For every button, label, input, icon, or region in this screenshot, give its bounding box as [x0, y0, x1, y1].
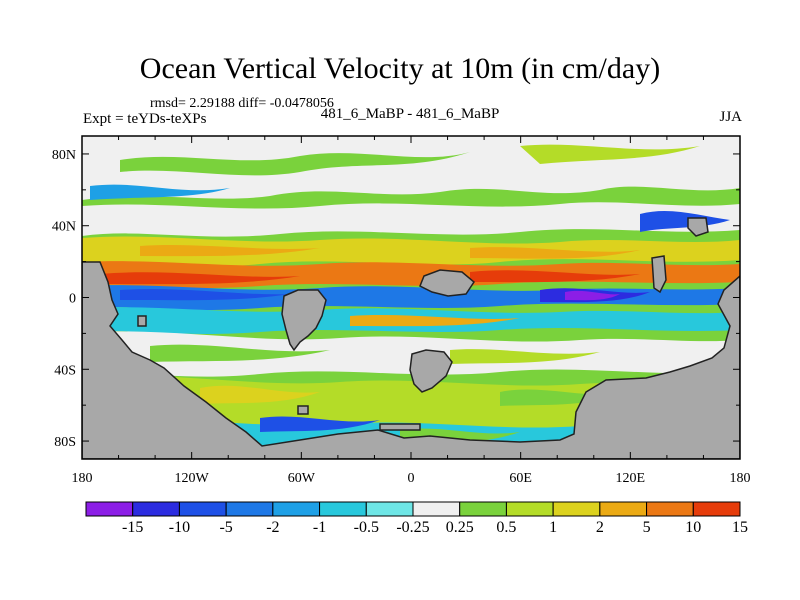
colorbar — [85, 501, 741, 517]
colorbar-swatch — [319, 501, 367, 517]
colorbar-label: -5 — [219, 519, 232, 536]
colorbar-swatch — [272, 501, 321, 517]
x-tick-label: 180 — [72, 471, 93, 486]
x-tick-label: 180 — [730, 471, 751, 486]
colorbar-label: -10 — [169, 519, 190, 536]
colorbar-label: -0.5 — [354, 519, 379, 536]
y-tick-label: 0 — [69, 292, 76, 307]
colorbar-label: -1 — [313, 519, 326, 536]
colorbar-label: 0.25 — [446, 519, 474, 536]
colorbar-swatch — [85, 501, 134, 517]
y-tick-label: 80N — [52, 148, 76, 163]
colorbar-swatch — [646, 501, 694, 517]
x-tick-label: 60E — [509, 471, 532, 486]
season-label: JJA — [719, 109, 742, 125]
colorbar-label: -15 — [122, 519, 143, 536]
center-label: 481_6_MaBP - 481_6_MaBP — [320, 106, 500, 122]
colorbar-swatch — [599, 501, 648, 517]
colorbar-label: -2 — [266, 519, 279, 536]
chart-title: Ocean Vertical Velocity at 10m (in cm/da… — [139, 52, 661, 85]
land-masses — [82, 217, 740, 459]
colorbar-swatch — [132, 501, 180, 517]
x-tick-label: 120W — [175, 471, 210, 486]
colorbar-swatch — [459, 501, 507, 517]
colorbar-swatch — [412, 501, 461, 517]
colorbar-swatch — [505, 501, 554, 517]
y-tick-label: 40S — [54, 363, 76, 378]
colorbar-label: -0.25 — [396, 519, 429, 536]
colorbar-label: 10 — [685, 519, 701, 536]
colorbar-swatch — [692, 501, 741, 517]
y-tick-label: 40N — [52, 220, 76, 235]
experiment-label: Expt = teYDs-teXPs — [83, 111, 207, 127]
x-tick-label: 120E — [616, 471, 646, 486]
x-tick-label: 60W — [288, 471, 316, 486]
stats-label: rmsd= 2.29188 diff= -0.0478056 — [150, 96, 334, 111]
axis-tick-labels: 180 120W 60W 0 60E 120E 180 80N 40N 0 40S 80S — [52, 148, 751, 486]
colorbar-swatch — [178, 501, 227, 517]
axis-ticks — [81, 136, 741, 459]
y-tick-label: 80S — [54, 435, 76, 450]
colorbar-label: 2 — [596, 519, 604, 536]
colorbar-labels: -15 -10 -5 -2 -1 -0.5 -0.25 0.25 0.5 1 2 5 10 15 — [122, 519, 748, 536]
colorbar-label: 1 — [549, 519, 557, 536]
colorbar-label: 15 — [732, 519, 748, 536]
colorbar-swatch — [225, 501, 274, 517]
colorbar-label: 0.5 — [496, 519, 516, 536]
colorbar-swatch — [365, 501, 414, 517]
colorbar-label: 5 — [643, 519, 651, 536]
x-tick-label: 0 — [408, 471, 415, 486]
velocity-field — [82, 136, 740, 459]
colorbar-swatch — [552, 501, 601, 517]
